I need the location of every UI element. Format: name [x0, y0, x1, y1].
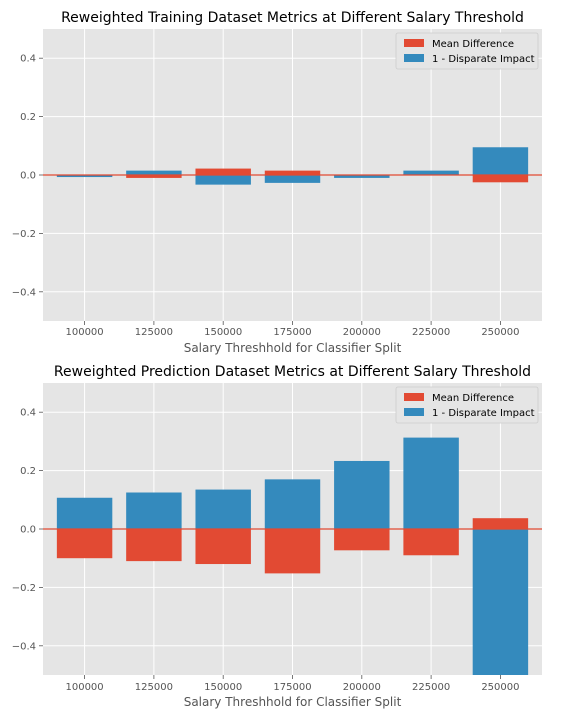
bar-1-disparate-impact-200000 — [334, 175, 390, 178]
x-tick-label: 200000 — [343, 327, 381, 338]
legend-swatch — [404, 393, 424, 401]
legend-label: Mean Difference — [432, 39, 514, 50]
x-axis-label: Salary Threshhold for Classifier Split — [184, 341, 402, 355]
legend-swatch — [404, 54, 424, 62]
legend-label: 1 - Disparate Impact — [432, 408, 535, 419]
x-tick-label: 125000 — [135, 682, 173, 693]
x-tick-label: 175000 — [273, 682, 311, 693]
bar-1-disparate-impact-100000 — [56, 497, 113, 529]
bar-mean-difference-250000 — [472, 518, 529, 529]
y-tick-label: 0.4 — [20, 54, 36, 65]
bar-1-disparate-impact-175000 — [264, 479, 321, 529]
legend: Mean Difference 1 - Disparate Impact — [395, 386, 539, 424]
bar-mean-difference-150000 — [195, 168, 251, 175]
x-tick-label: 150000 — [204, 682, 242, 693]
chart-panel-1: −0.4 −0.2 0.0 0.2 0.4 100000 125000 150000 17500… — [12, 10, 542, 355]
y-tick-label: 0.2 — [20, 112, 36, 123]
bar-mean-difference-175000 — [264, 529, 321, 574]
bar-1-disparate-impact-225000 — [403, 170, 459, 175]
legend-box — [395, 32, 539, 70]
legend: Mean Difference 1 - Disparate Impact — [395, 32, 539, 70]
chart-title: Reweighted Training Dataset Metrics at D… — [61, 10, 524, 26]
bar-1-disparate-impact-125000 — [126, 492, 182, 529]
bar-mean-difference-250000 — [472, 175, 529, 183]
y-tick-label: 0.2 — [20, 466, 36, 477]
bar-1-disparate-impact-175000 — [264, 175, 321, 183]
legend-label: Mean Difference — [432, 393, 514, 404]
y-tick-label: −0.4 — [12, 287, 36, 298]
x-tick-label: 100000 — [65, 682, 103, 693]
bar-1-disparate-impact-150000 — [195, 175, 251, 185]
x-tick-label: 225000 — [412, 682, 450, 693]
x-tick-label: 250000 — [481, 682, 519, 693]
y-tick-label: −0.2 — [12, 583, 36, 594]
x-tick-label: 150000 — [204, 327, 242, 338]
bar-mean-difference-125000 — [126, 529, 182, 562]
x-tick-label: 100000 — [65, 327, 103, 338]
legend-box — [395, 386, 539, 424]
x-tick-label: 225000 — [412, 327, 450, 338]
bar-1-disparate-impact-200000 — [334, 460, 390, 529]
legend-swatch — [404, 408, 424, 416]
y-tick-label: 0.0 — [20, 525, 36, 536]
bar-mean-difference-225000 — [403, 529, 459, 556]
bar-mean-difference-125000 — [126, 175, 182, 178]
chart-title: Reweighted Prediction Dataset Metrics at… — [54, 364, 531, 380]
x-axis-label: Salary Threshhold for Classifier Split — [184, 695, 402, 709]
bar-mean-difference-175000 — [264, 170, 321, 175]
x-tick-label: 125000 — [135, 327, 173, 338]
bar-1-disparate-impact-125000 — [126, 170, 182, 175]
bar-1-disparate-impact-150000 — [195, 489, 251, 529]
bar-1-disparate-impact-250000 — [472, 147, 529, 175]
chart-panel-2: −0.4 −0.2 0.0 0.2 0.4 100000 125000 150000 17500… — [12, 364, 542, 709]
bar-1-disparate-impact-250000 — [472, 529, 529, 675]
bar-mean-difference-150000 — [195, 529, 251, 565]
legend-swatch — [404, 39, 424, 47]
bar-1-disparate-impact-100000 — [56, 175, 113, 178]
y-tick-label: 0.0 — [20, 171, 36, 182]
bar-1-disparate-impact-225000 — [403, 437, 459, 529]
bar-mean-difference-200000 — [334, 529, 390, 551]
y-tick-label: −0.2 — [12, 229, 36, 240]
bar-mean-difference-100000 — [56, 529, 113, 559]
x-tick-label: 200000 — [343, 682, 381, 693]
y-tick-label: −0.4 — [12, 641, 36, 652]
y-tick-label: 0.4 — [20, 408, 36, 419]
x-tick-label: 175000 — [273, 327, 311, 338]
x-tick-label: 250000 — [481, 327, 519, 338]
legend-label: 1 - Disparate Impact — [432, 54, 535, 65]
